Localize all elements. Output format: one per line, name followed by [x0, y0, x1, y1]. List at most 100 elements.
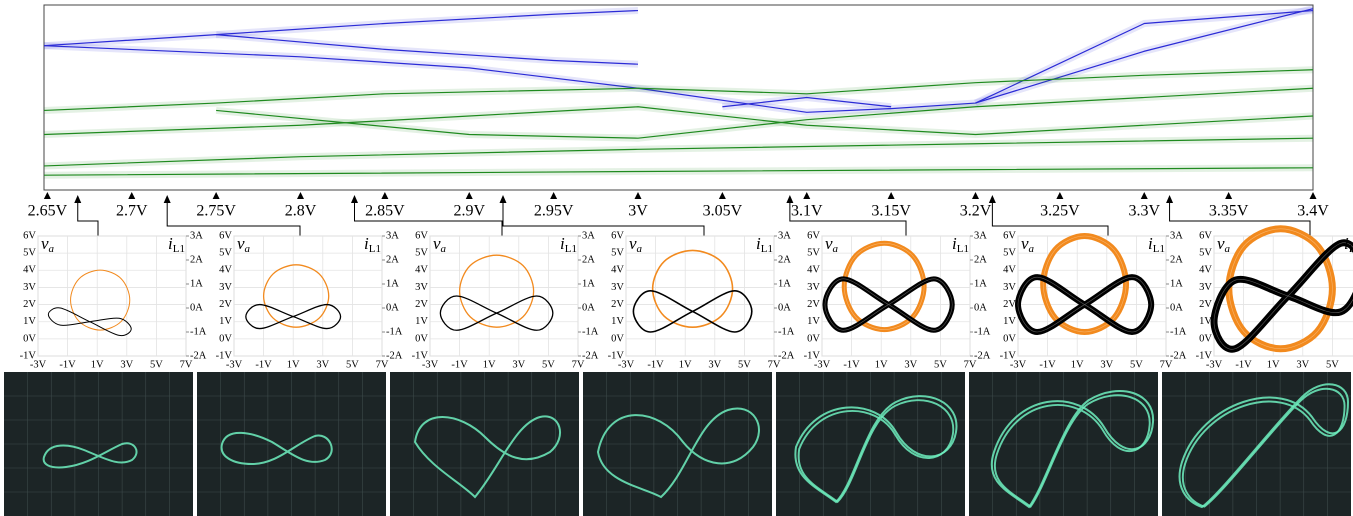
y2-tick-label: 2A [190, 254, 203, 265]
y-axis-label-sub: a [833, 243, 839, 255]
y-tick-label: 0V [807, 333, 820, 344]
marker-arrowhead [351, 195, 358, 203]
phase-panel: -3V-1V1V3V5V7V-1V0V1V2V3V4V5V6V-2A-1A0A1… [1000, 230, 1187, 370]
y-tick-label: 5V [415, 248, 428, 259]
x-tick-label: -1V [59, 359, 76, 370]
y2-tick-label: 1A [778, 278, 791, 289]
y-tick-label: 6V [611, 230, 624, 241]
y2-tick-label: -1A [974, 326, 991, 337]
x-tick-label: 3V [1296, 359, 1309, 370]
x-tick-label: 3.35V [1209, 203, 1249, 220]
y-tick-label: 3V [219, 282, 232, 293]
x-tick-label: 1V [875, 359, 888, 370]
y-tick-label: 2V [23, 299, 36, 310]
y-tick-label: -1V [412, 350, 429, 361]
oscilloscope-photos [4, 372, 1351, 516]
x-tick-label: 5V [1130, 359, 1143, 370]
y2-tick-label: 3A [974, 230, 987, 241]
y2-tick-label: -2A [386, 350, 403, 361]
y2-tick-label: 0A [778, 302, 791, 313]
y-tick-label: 5V [1199, 248, 1212, 259]
x-tick [1310, 192, 1317, 199]
x-tick [1056, 192, 1063, 199]
y-tick-label: 0V [415, 333, 428, 344]
x-tick-label: 1V [679, 359, 692, 370]
y-tick-label: 0V [1003, 333, 1016, 344]
marker-arrowhead [989, 195, 996, 203]
y2-tick-label: 1A [386, 278, 399, 289]
y2-tick-label: -2A [582, 350, 599, 361]
y-tick-label: 1V [807, 316, 820, 327]
y2-tick-label: -1A [386, 326, 403, 337]
x-tick [888, 192, 895, 199]
x-tick [466, 192, 473, 199]
y2-tick-label: -1A [1170, 326, 1187, 337]
x-tick-label: 3.05V [703, 203, 743, 220]
y2-tick-label: 2A [386, 254, 399, 265]
x-tick-label: 3.15V [871, 203, 911, 220]
y2-tick-label: 1A [974, 278, 987, 289]
y2-tick-label: 0A [974, 302, 987, 313]
y-axis-label-sub: a [1225, 243, 1231, 255]
x-tick-label: 3.4V [1297, 203, 1329, 220]
y2-axis-label-sub: L1 [761, 243, 773, 255]
x-tick-label: 2.9V [453, 203, 485, 220]
marker-connector [78, 202, 98, 236]
x-tick-label: 3V [316, 359, 329, 370]
x-tick-label: 1V [287, 359, 300, 370]
y2-tick-label: 1A [1170, 278, 1183, 289]
x-tick [635, 192, 642, 199]
x-tick-label: 3V [512, 359, 525, 370]
y-tick-label: 5V [1003, 248, 1016, 259]
y-tick-label: 6V [1199, 230, 1212, 241]
x-tick-label: 1V [1267, 359, 1280, 370]
y-axis-label-sub: a [441, 243, 447, 255]
y-tick-label: 4V [415, 265, 428, 276]
y-tick-label: -1V [804, 350, 821, 361]
x-tick [1225, 192, 1232, 199]
x-tick-label: 5V [150, 359, 163, 370]
y-axis-label-sub: a [245, 243, 251, 255]
x-tick-label: 2.95V [534, 203, 574, 220]
y-tick-label: 4V [807, 265, 820, 276]
x-tick-label: 3V [904, 359, 917, 370]
x-tick-label: 3V [1100, 359, 1113, 370]
y2-tick-label: 2A [974, 254, 987, 265]
x-tick-label: 5V [1326, 359, 1339, 370]
x-tick-label: 3.3V [1128, 203, 1160, 220]
y-tick-label: 4V [219, 265, 232, 276]
y-tick-label: -1V [20, 350, 37, 361]
x-tick [381, 192, 388, 199]
x-tick-label: 5V [934, 359, 947, 370]
y-tick-label: 1V [1003, 316, 1016, 327]
x-tick-label: 2.7V [116, 203, 148, 220]
marker-arrowhead [786, 195, 793, 203]
x-tick-label: -1V [843, 359, 860, 370]
panel-frame [1018, 236, 1166, 356]
x-tick-label: 3.25V [1040, 203, 1080, 220]
y-tick-label: 6V [1003, 230, 1016, 241]
y2-axis-label-sub: L1 [369, 243, 381, 255]
y2-tick-label: 2A [582, 254, 595, 265]
y2-axis-label-sub: L1 [1349, 243, 1353, 255]
y-tick-label: 6V [219, 230, 232, 241]
panel-frame [234, 236, 382, 356]
y-tick-label: 4V [611, 265, 624, 276]
x-tick-label: -1V [255, 359, 272, 370]
marker-arrowhead [500, 195, 507, 203]
y2-tick-label: 3A [582, 230, 595, 241]
y2-tick-label: -2A [974, 350, 991, 361]
y-tick-label: 6V [415, 230, 428, 241]
y2-axis-label-sub: L1 [1153, 243, 1165, 255]
y2-tick-label: 2A [1170, 254, 1183, 265]
x-tick [213, 192, 220, 199]
x-tick-label: 1V [483, 359, 496, 370]
y-tick-label: 1V [23, 316, 36, 327]
y2-tick-label: 3A [190, 230, 203, 241]
y-tick-label: 2V [807, 299, 820, 310]
y2-axis-label-sub: L1 [173, 243, 185, 255]
y-tick-label: 5V [611, 248, 624, 259]
x-tick-label: 2.8V [285, 203, 317, 220]
y-tick-label: 1V [1199, 316, 1212, 327]
